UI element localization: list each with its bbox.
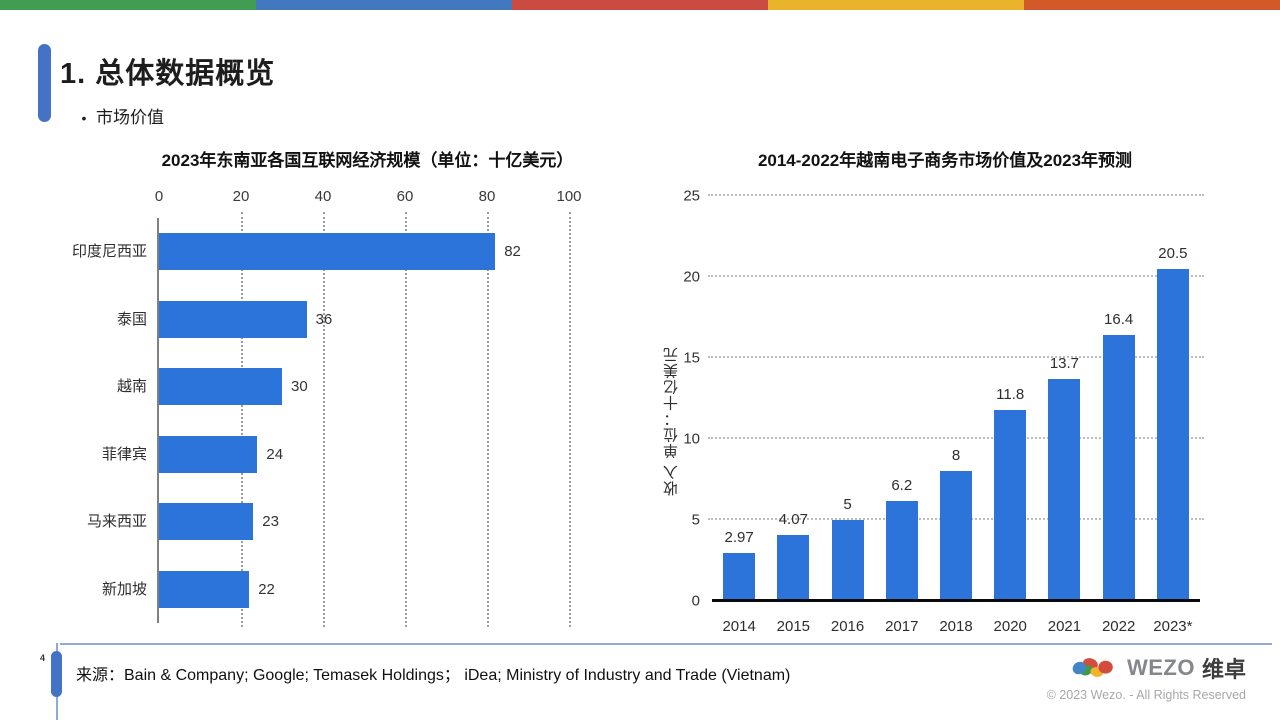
brand-row: WEZO 维卓 bbox=[1072, 652, 1246, 684]
copyright-text: © 2023 Wezo. - All Rights Reserved bbox=[1046, 688, 1246, 702]
x-axis-category-label: 2016 bbox=[830, 618, 865, 635]
brand-block: WEZO 维卓 © 2023 Wezo. - All Rights Reserve… bbox=[1047, 652, 1246, 702]
x-axis-tick-label: 80 bbox=[478, 188, 496, 205]
bar-value-label: 24 bbox=[266, 445, 284, 463]
x-axis-tick-label: 20 bbox=[232, 188, 250, 205]
right-chart-y-axis-title: 收入 单位：十亿美元 bbox=[663, 346, 680, 496]
footer-accent-pill bbox=[51, 651, 62, 697]
x-axis-category-label: 2018 bbox=[939, 618, 973, 635]
category-label: 马来西亚 bbox=[86, 513, 147, 530]
bar-value-label: 30 bbox=[291, 378, 308, 395]
bar-value-label: 82 bbox=[504, 243, 521, 260]
y-axis-tick-label: 10 bbox=[683, 430, 700, 448]
left-chart-title: 2023年东南亚各国互联网经济规模（单位：十亿美元） bbox=[161, 151, 574, 170]
bar bbox=[159, 368, 282, 406]
right-chart-title: 2014-2022年越南电子商务市场价值及2023年预测 bbox=[757, 151, 1133, 170]
bar bbox=[159, 435, 258, 473]
category-label: 菲律宾 bbox=[101, 445, 147, 463]
x-axis-tick-label: 40 bbox=[314, 188, 332, 205]
source-note: 来源：Bain & Company; Google; Temasek Holdi… bbox=[76, 667, 791, 684]
gridline bbox=[708, 275, 1204, 277]
gridline bbox=[323, 212, 325, 627]
y-axis-tick-label: 15 bbox=[683, 349, 700, 367]
y-axis-tick-label: 5 bbox=[691, 511, 700, 529]
bar bbox=[723, 552, 756, 601]
gridline bbox=[569, 212, 571, 627]
x-axis-category-label: 2021 bbox=[1047, 618, 1082, 635]
bar-value-label: 4.07 bbox=[778, 511, 808, 529]
bar-value-label: 5 bbox=[843, 496, 852, 513]
bar-value-label: 8 bbox=[951, 447, 961, 465]
chart-sea-internet-economy: 2023年东南亚各国互联网经济规模（单位：十亿美元） 0 20 40 60 80 100 印… bbox=[72, 146, 650, 646]
stripe-segment bbox=[768, 0, 1024, 10]
x-axis-category-label: 2023* bbox=[1153, 618, 1193, 635]
category-label: 越南 bbox=[116, 378, 147, 395]
stripe-segment bbox=[0, 0, 256, 10]
bar bbox=[159, 233, 496, 271]
category-label: 泰国 bbox=[116, 310, 147, 328]
stripe-segment bbox=[512, 0, 768, 10]
gridline bbox=[405, 212, 407, 627]
bar-value-label: 36 bbox=[315, 310, 333, 328]
stripe-segment bbox=[256, 0, 512, 10]
y-axis-tick-label: 0 bbox=[691, 592, 700, 610]
bar bbox=[885, 500, 918, 601]
category-label: 印度尼西亚 bbox=[71, 243, 147, 260]
bar-value-label: 20.5 bbox=[1158, 244, 1188, 262]
page-title: 1. 总体数据概览 bbox=[60, 58, 276, 90]
right-chart-plot-area: 0 5 10 15 20 25 2.97 2014 4.07 2015 5 2016 6.2 2017 8 2… bbox=[683, 188, 1204, 635]
bar bbox=[994, 409, 1027, 601]
wezo-logo-icon bbox=[1072, 658, 1113, 677]
chart-vietnam-ecommerce: 2014-2022年越南电子商务市场价值及2023年预测 收入 单位：十亿美元 … bbox=[655, 146, 1235, 666]
x-axis-tick-label: 100 bbox=[556, 188, 582, 205]
gridline bbox=[487, 212, 489, 627]
bar bbox=[940, 471, 972, 601]
bar bbox=[159, 503, 254, 541]
y-axis-tick-label: 20 bbox=[683, 268, 700, 286]
bar-value-label: 2.97 bbox=[724, 528, 754, 546]
bar-value-label: 22 bbox=[258, 580, 275, 598]
brand-name: WEZO bbox=[1126, 655, 1195, 680]
bullet-label: 市场价值 bbox=[96, 108, 164, 127]
x-axis-category-label: 2017 bbox=[885, 618, 919, 635]
bar bbox=[831, 520, 864, 601]
bullet-row: • 市场价值 bbox=[72, 103, 164, 128]
bar bbox=[1048, 379, 1081, 601]
title-accent-bar bbox=[38, 44, 51, 122]
x-axis-category-label: 2020 bbox=[993, 618, 1027, 635]
x-axis-category-label: 2014 bbox=[722, 618, 756, 635]
bullet-icon: • bbox=[81, 110, 87, 126]
bar-value-label: 6.2 bbox=[891, 476, 913, 494]
bar bbox=[1156, 268, 1189, 601]
x-axis-tick-label: 0 bbox=[154, 188, 164, 205]
gridline bbox=[708, 437, 1204, 439]
stripe-segment bbox=[1024, 0, 1280, 10]
gridline bbox=[241, 212, 243, 627]
footer-divider bbox=[60, 643, 1272, 645]
bar bbox=[159, 570, 250, 608]
gridline bbox=[708, 356, 1204, 358]
brand-name-cn: 维卓 bbox=[1201, 657, 1246, 682]
bar bbox=[1102, 335, 1135, 601]
bar-value-label: 11.8 bbox=[996, 385, 1025, 403]
bar bbox=[159, 300, 307, 338]
page-number: 4 bbox=[40, 653, 46, 663]
category-label: 新加坡 bbox=[101, 580, 147, 598]
bar-value-label: 13.7 bbox=[1049, 355, 1080, 373]
left-chart-plot-area: 0 20 40 60 80 100 印度尼西亚 82 泰国 36 越南 30 菲律宾 24 马来西亚 23 新加… bbox=[72, 188, 617, 627]
y-axis-tick-label: 25 bbox=[683, 187, 700, 205]
x-axis-line bbox=[712, 599, 1200, 602]
bar bbox=[777, 535, 810, 601]
top-stripe bbox=[0, 0, 1280, 10]
gridline bbox=[708, 194, 1204, 196]
bar-value-label: 23 bbox=[262, 513, 279, 530]
x-axis-tick-label: 60 bbox=[396, 188, 414, 205]
bar-value-label: 16.4 bbox=[1104, 311, 1134, 329]
x-axis-category-label: 2022 bbox=[1101, 618, 1136, 635]
x-axis-category-label: 2015 bbox=[776, 618, 811, 635]
